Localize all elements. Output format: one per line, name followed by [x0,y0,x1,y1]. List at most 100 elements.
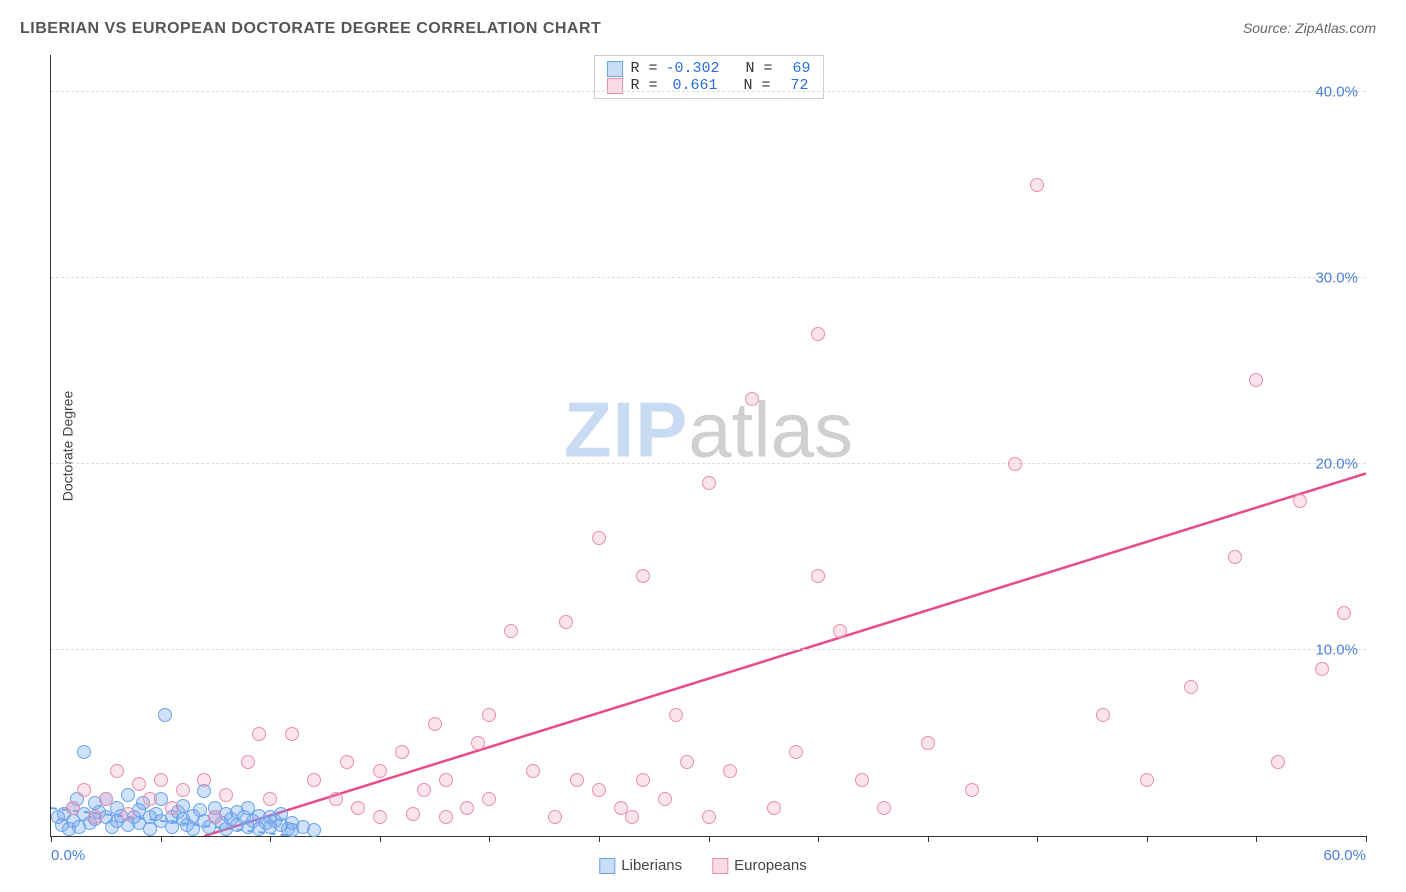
xtick [1147,836,1148,842]
data-point-pink [526,764,540,778]
data-point-pink [592,783,606,797]
data-point-pink [154,773,168,787]
stat-n-liberians: 69 [781,60,811,77]
data-point-pink [439,773,453,787]
gridline [51,91,1366,92]
data-point-pink [241,755,255,769]
data-point-pink [66,801,80,815]
data-point-pink [99,792,113,806]
data-point-pink [811,327,825,341]
data-point-pink [789,745,803,759]
data-point-pink [307,773,321,787]
data-point-pink [143,792,157,806]
data-point-pink [121,807,135,821]
legend-label: Liberians [621,857,682,874]
data-point-pink [877,801,891,815]
chart-title: LIBERIAN VS EUROPEAN DOCTORATE DEGREE CO… [20,20,601,38]
data-point-pink [351,801,365,815]
data-point-pink [1249,373,1263,387]
swatch-blue-icon [606,61,622,77]
xtick [1037,836,1038,842]
xtick [818,836,819,842]
data-point-pink [219,788,233,802]
gridline [51,277,1366,278]
data-point-pink [208,810,222,824]
legend-item-europeans: Europeans [712,857,807,874]
data-point-pink [77,783,91,797]
xtick-label: 0.0% [51,847,85,864]
legend-item-liberians: Liberians [599,857,682,874]
data-point-pink [263,792,277,806]
data-point-pink [921,736,935,750]
data-point-pink [702,476,716,490]
data-point-pink [1315,662,1329,676]
data-point-pink [165,801,179,815]
data-point-pink [439,810,453,824]
watermark-zip: ZIP [564,385,688,473]
gridline [51,649,1366,650]
data-point-pink [406,807,420,821]
swatch-blue-icon [599,858,615,874]
data-point-pink [1096,708,1110,722]
xtick [1256,836,1257,842]
data-point-pink [570,773,584,787]
data-point-pink [176,783,190,797]
data-point-pink [767,801,781,815]
legend-label: Europeans [734,857,807,874]
data-point-pink [373,764,387,778]
data-point-pink [1140,773,1154,787]
data-point-pink [965,783,979,797]
data-point-pink [625,810,639,824]
data-point-pink [471,736,485,750]
data-point-pink [504,624,518,638]
data-point-pink [395,745,409,759]
data-point-pink [702,810,716,824]
stat-label-n: N = [728,60,773,77]
xtick [709,836,710,842]
stats-legend-box: R = -0.302 N = 69 R = 0.661 N = 72 [593,55,823,99]
ytick-label: 40.0% [1315,84,1358,101]
data-point-pink [658,792,672,806]
data-point-pink [252,727,266,741]
data-point-pink [482,708,496,722]
xtick [599,836,600,842]
data-point-pink [811,569,825,583]
trend-line [204,473,1366,836]
data-point-blue [307,823,321,837]
xtick [489,836,490,842]
data-point-pink [132,777,146,791]
data-point-pink [417,783,431,797]
data-point-pink [548,810,562,824]
xtick [928,836,929,842]
data-point-blue [121,788,135,802]
bottom-legend: Liberians Europeans [599,857,806,874]
data-point-pink [592,531,606,545]
stat-r-liberians: -0.302 [665,60,719,77]
xtick-label: 60.0% [1323,847,1366,864]
data-point-pink [88,810,102,824]
data-point-pink [1293,494,1307,508]
ytick-label: 20.0% [1315,456,1358,473]
chart-container: LIBERIAN VS EUROPEAN DOCTORATE DEGREE CO… [0,0,1406,892]
data-point-pink [460,801,474,815]
data-point-pink [1271,755,1285,769]
watermark-atlas: atlas [688,385,853,473]
data-point-pink [329,792,343,806]
ytick-label: 30.0% [1315,270,1358,287]
xtick [51,836,52,842]
data-point-pink [285,727,299,741]
data-point-pink [1337,606,1351,620]
data-point-pink [669,708,683,722]
data-point-pink [428,717,442,731]
data-point-pink [1008,457,1022,471]
data-point-pink [559,615,573,629]
ytick-label: 10.0% [1315,642,1358,659]
xtick [270,836,271,842]
trend-lines [51,55,1366,836]
gridline [51,463,1366,464]
watermark: ZIPatlas [564,384,853,475]
data-point-pink [723,764,737,778]
xtick [1366,836,1367,842]
data-point-pink [833,624,847,638]
data-point-pink [680,755,694,769]
